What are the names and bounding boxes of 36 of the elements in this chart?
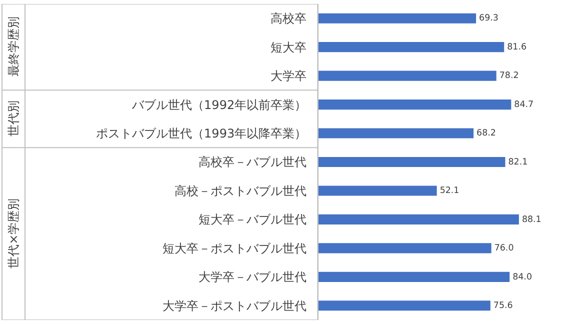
bar (318, 214, 519, 224)
y-tick-label: 大学卒 (270, 69, 307, 84)
y-tick-label: 高校－ポストバブル世代 (174, 184, 307, 198)
y-tick-label: 短大卒 (270, 40, 307, 54)
bar (318, 272, 510, 282)
y-tick-label: 短大卒－ポストバブル世代 (162, 241, 307, 256)
data-label: 76.0 (494, 244, 514, 254)
bar (318, 128, 474, 138)
y-tick-label: 高校卒 (270, 12, 307, 26)
data-label: 84.0 (512, 272, 532, 282)
bar (318, 42, 504, 52)
data-label: 81.6 (507, 42, 527, 52)
y-tick-label: 高校卒－バブル世代 (198, 155, 307, 170)
text: 世代×学歴別 (6, 198, 21, 268)
bar (318, 156, 506, 168)
data-label: 84.7 (514, 100, 534, 110)
text: 最終学歴別 (6, 16, 20, 77)
y-tick-label: 大学卒－バブル世代 (198, 270, 307, 284)
data-label: 52.1 (440, 186, 460, 196)
data-label: 82.1 (508, 157, 528, 168)
y-tick-label: 大学卒－ポストバブル世代 (162, 298, 307, 313)
bar (318, 300, 490, 311)
data-label: 75.6 (493, 300, 513, 311)
y-tick-label: ポストバブル世代（1993年以降卒業） (96, 126, 307, 140)
data-label: 69.3 (479, 14, 498, 24)
data-label: 68.2 (476, 128, 496, 139)
text: 世代別 (6, 100, 21, 136)
bar (318, 186, 437, 196)
data-label: 78.2 (499, 71, 519, 82)
bar (318, 243, 492, 254)
y-tick-label: バブル世代（1992年以前卒業） (131, 98, 307, 112)
y-tick-label: 短大卒－バブル世代 (198, 212, 307, 227)
bar (318, 100, 512, 110)
bar (318, 70, 496, 81)
bar (318, 13, 476, 24)
data-label: 88.1 (522, 214, 542, 225)
